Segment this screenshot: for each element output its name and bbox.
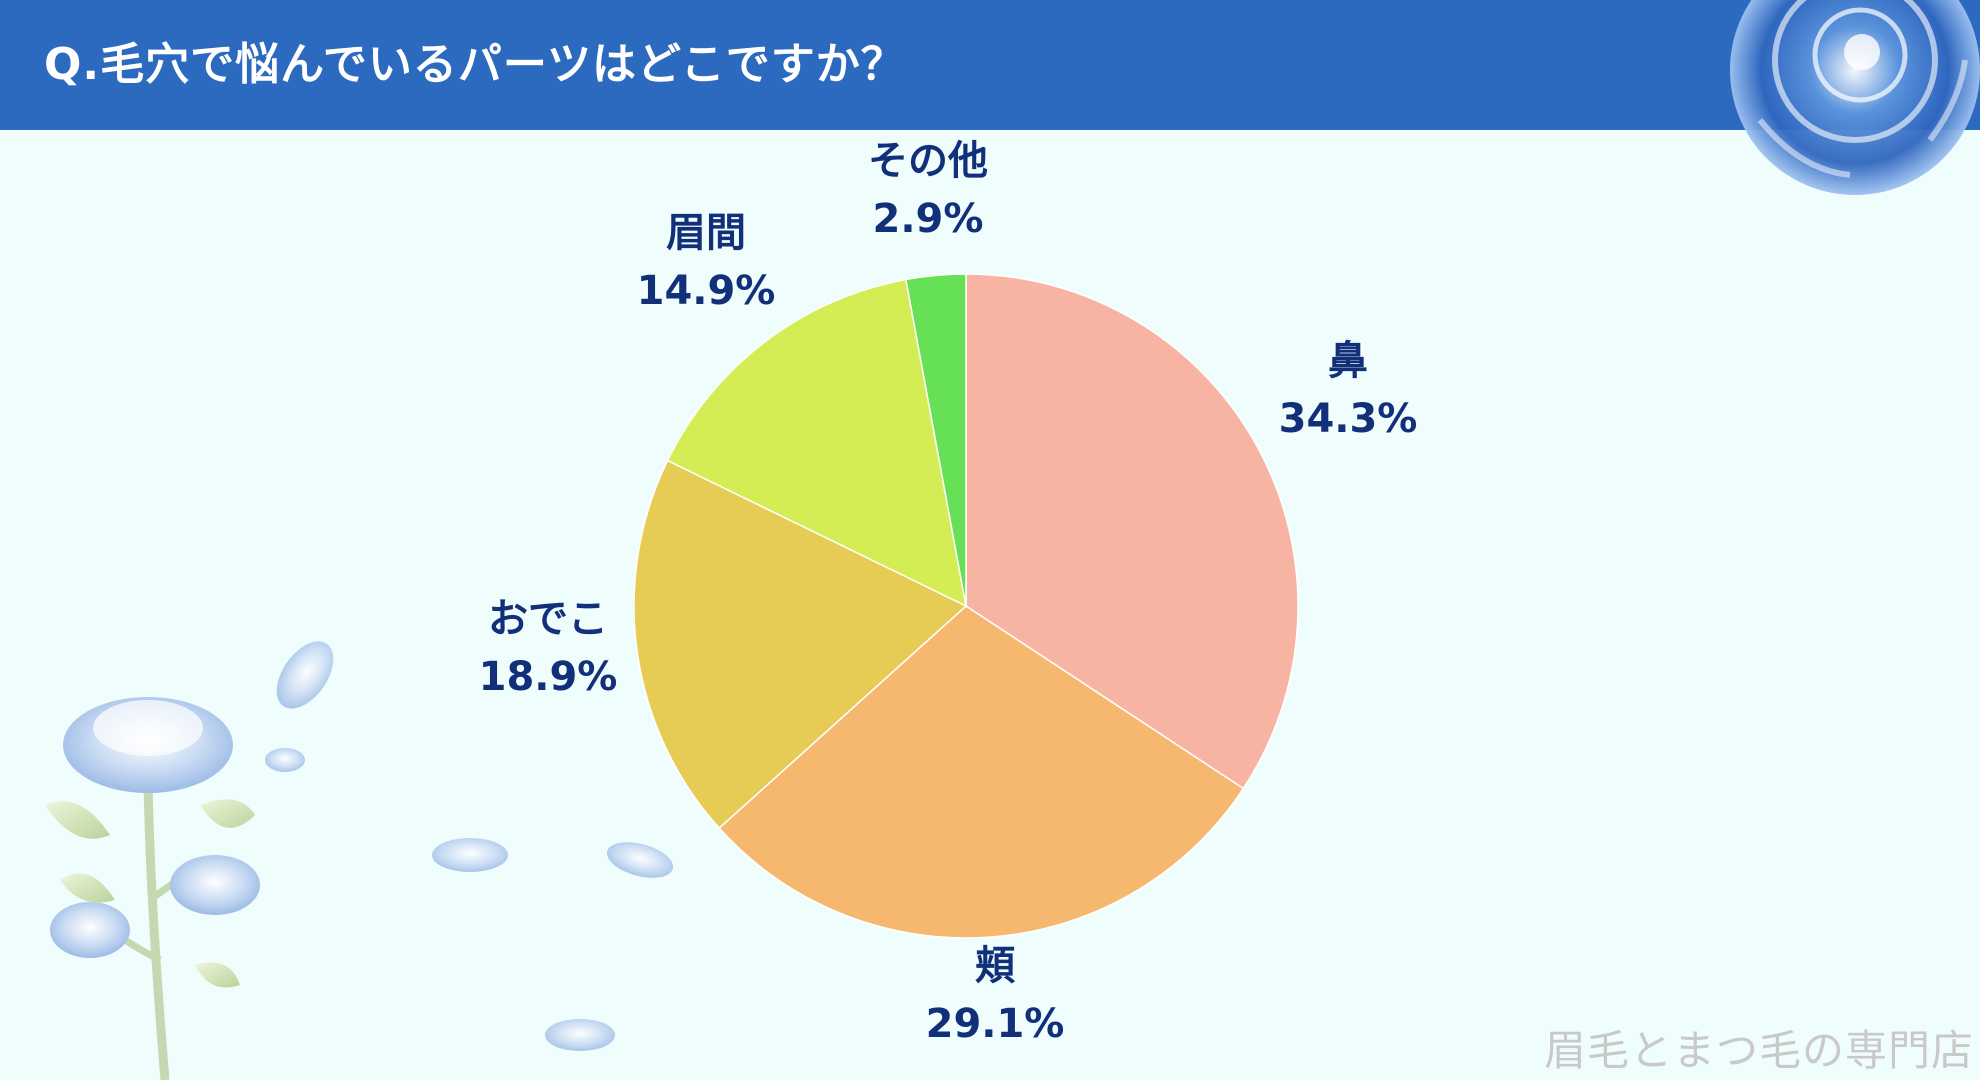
- slice-label-name: 眉間: [666, 210, 746, 256]
- petals-icon: [265, 641, 674, 1051]
- slice-label-value: 2.9%: [873, 196, 984, 242]
- slice-label-value: 18.9%: [479, 654, 618, 700]
- page-title: Q.毛穴で悩んでいるパーツはどこですか？: [44, 39, 906, 90]
- blue-rose-icon: [1730, 0, 1980, 195]
- slice-label-value: 14.9%: [637, 268, 776, 314]
- shop-watermark: 眉毛とまつ毛の専門店: [1543, 1026, 1974, 1075]
- slice-label-name: 頬: [975, 943, 1016, 989]
- pie-slice-4: [905, 273, 967, 607]
- pie-slice-2: [633, 459, 968, 830]
- title-banner: Q.毛穴で悩んでいるパーツはどこですか？: [0, 0, 1980, 130]
- pie-slice-1: [718, 605, 1245, 939]
- pie-slice-3: [666, 278, 968, 608]
- slice-label-name: 鼻: [1328, 338, 1368, 384]
- pale-rose-bouquet-icon: [45, 697, 260, 1080]
- slice-label-name: その他: [868, 138, 988, 184]
- slice-label-name: おでこ: [488, 596, 608, 642]
- slice-label-value: 29.1%: [926, 1001, 1065, 1047]
- slice-label-value: 34.3%: [1279, 396, 1418, 442]
